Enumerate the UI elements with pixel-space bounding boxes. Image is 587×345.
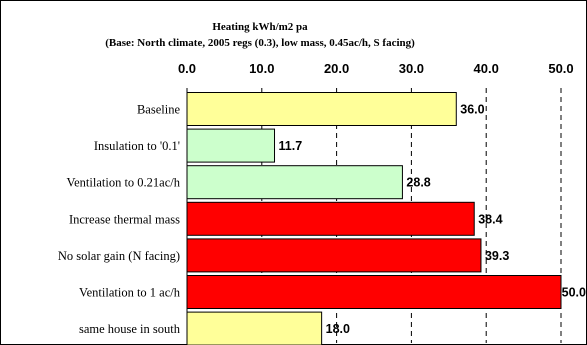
x-tick-label: 20.0 [324,61,349,76]
bar [186,92,457,126]
x-tick-label: 40.0 [474,61,499,76]
category-label: Baseline [137,103,180,117]
bar [186,165,403,200]
category-label: Ventilation to 0.21ac/h [66,176,180,190]
data-label: 11.7 [279,139,303,153]
data-labels: 36.0 11.7 28.8 38.4 39.3 50.0 18.0 [279,103,587,337]
data-label: 28.8 [406,176,430,190]
category-label: Insulation to '0.1' [94,139,180,153]
data-label: 50.0 [562,286,586,300]
bar [186,201,475,236]
chart-title: Heating kWh/m2 pa [212,21,308,33]
x-tick-label: 0.0 [178,61,196,76]
bar [186,311,323,345]
x-axis-ticks: 0.0 10.0 20.0 30.0 40.0 50.0 [178,61,574,76]
bar [186,275,562,309]
category-label: Ventilation to 1 ac/h [79,286,181,300]
data-label: 39.3 [485,249,509,263]
data-label: 18.0 [326,322,350,336]
category-labels: Baseline Insulation to '0.1' Ventilation t… [58,103,181,337]
x-tick-label: 30.0 [399,61,424,76]
x-tick-label: 10.0 [249,61,274,76]
bar [186,238,482,273]
data-label: 36.0 [460,103,484,117]
category-label: same house in south [79,322,181,336]
category-label: Increase thermal mass [69,212,180,226]
category-label: No solar gain (N facing) [58,249,180,263]
bar [186,128,276,163]
x-tick-label: 50.0 [548,61,573,76]
data-label: 38.4 [478,212,502,226]
chart-subtitle: (Base: North climate, 2005 regs (0.3), l… [105,37,415,49]
bars [186,92,562,345]
